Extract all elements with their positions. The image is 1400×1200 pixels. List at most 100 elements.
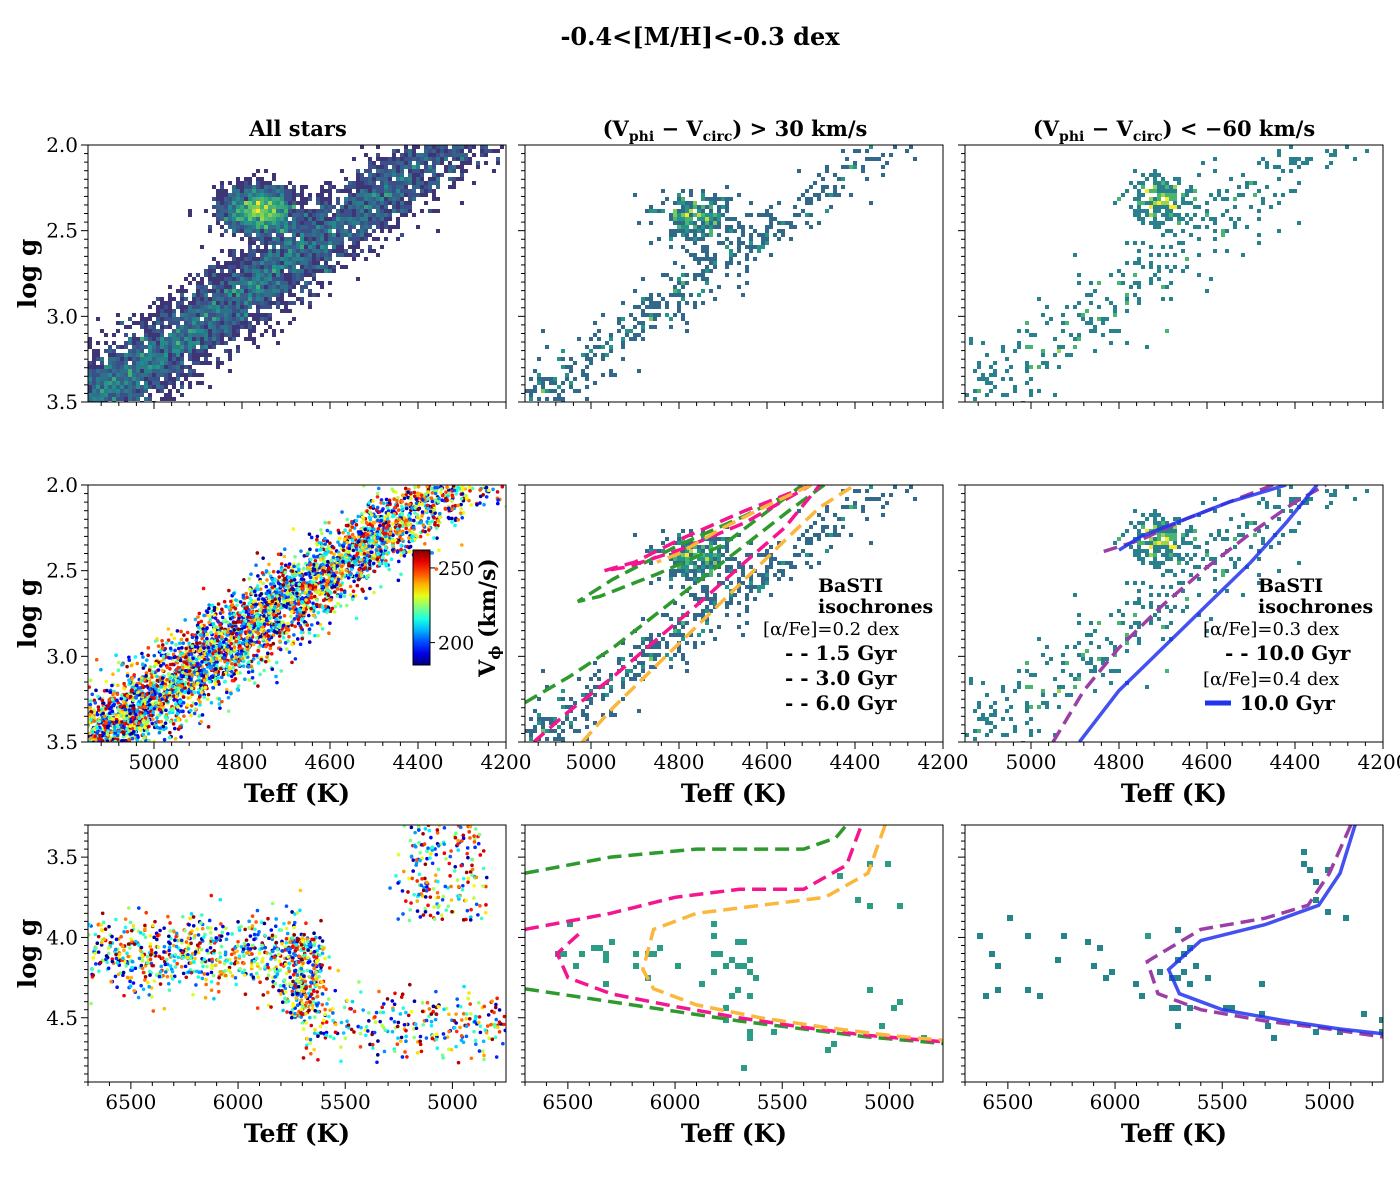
density-bin	[236, 297, 240, 301]
density-bin	[621, 301, 625, 305]
density-bin	[649, 293, 653, 297]
star-point	[222, 599, 227, 604]
star-point	[279, 669, 284, 673]
density-bin	[545, 397, 549, 401]
star-point	[65, 710, 69, 714]
density-bin	[328, 181, 332, 185]
density-bin	[593, 353, 597, 357]
density-bin	[989, 389, 993, 393]
density-bin	[472, 145, 476, 149]
density-bin	[256, 285, 260, 289]
density-bin	[184, 373, 188, 377]
density-bin	[1069, 353, 1073, 357]
density-bin	[224, 341, 228, 345]
density-bin	[248, 237, 252, 241]
density-bin	[460, 153, 464, 157]
star-point	[319, 528, 323, 532]
density-bin	[164, 357, 168, 361]
density-bin	[492, 149, 496, 153]
density-bin	[192, 313, 196, 317]
density-bin	[569, 381, 573, 385]
density-bin	[368, 161, 372, 165]
density-bin	[649, 209, 653, 213]
density-bin	[240, 305, 244, 309]
density-bin	[456, 153, 460, 157]
density-bin	[384, 161, 388, 165]
density-bin	[400, 201, 404, 205]
density-bin	[685, 321, 689, 325]
density-bin	[769, 205, 773, 209]
density-bin	[769, 217, 773, 221]
density-bin	[368, 201, 372, 205]
density-bin	[236, 301, 240, 305]
density-bin	[841, 185, 845, 189]
density-bin	[388, 173, 392, 177]
density-bin	[184, 341, 188, 345]
density-bin	[244, 337, 248, 341]
density-bin	[621, 317, 625, 321]
density-bin	[180, 393, 184, 397]
density-bin	[1165, 197, 1169, 201]
density-bin	[248, 257, 252, 261]
density-bin	[268, 189, 272, 193]
density-bin	[208, 329, 212, 333]
density-bin	[777, 221, 781, 225]
density-bin	[324, 249, 328, 253]
density-bin	[228, 285, 232, 289]
density-bin	[1225, 197, 1229, 201]
density-bin	[585, 373, 589, 377]
density-bin	[160, 301, 164, 305]
density-bin	[621, 337, 625, 341]
density-bin	[332, 245, 336, 249]
star-point	[299, 549, 303, 553]
density-bin	[1177, 217, 1181, 221]
density-bin	[869, 157, 873, 161]
density-bin	[284, 281, 288, 285]
density-bin	[144, 381, 148, 385]
star-point	[384, 497, 389, 502]
density-bin	[713, 225, 717, 229]
density-bin	[673, 285, 677, 289]
density-bin	[188, 373, 192, 377]
density-bin	[176, 365, 180, 369]
star-point	[360, 515, 365, 519]
density-bin	[264, 313, 268, 317]
density-bin	[272, 249, 276, 253]
density-bin	[769, 225, 773, 229]
density-bin	[304, 229, 308, 233]
density-bin	[220, 273, 224, 277]
density-bin	[160, 381, 164, 385]
density-bin	[1141, 173, 1145, 177]
density-bin	[144, 385, 148, 389]
density-bin	[1305, 157, 1309, 161]
density-bin	[232, 201, 236, 205]
density-bin	[116, 393, 120, 397]
plot-area-r0c0	[88, 145, 504, 402]
density-bin	[232, 265, 236, 269]
density-bin	[1329, 153, 1333, 157]
density-bin	[180, 297, 184, 301]
density-bin	[252, 217, 256, 221]
star-point	[109, 748, 113, 752]
density-bin	[96, 393, 100, 397]
density-bin	[320, 245, 324, 249]
density-bin	[108, 389, 112, 393]
density-bin	[356, 237, 360, 241]
density-bin	[573, 361, 577, 365]
density-bin	[224, 265, 228, 269]
density-bin	[256, 225, 260, 229]
density-bin	[565, 373, 569, 377]
density-bin	[1253, 193, 1257, 197]
density-bin	[336, 261, 340, 265]
density-bin	[320, 197, 324, 201]
density-bin	[116, 329, 120, 333]
density-bin	[685, 229, 689, 233]
star-point	[350, 543, 355, 548]
density-bin	[1153, 205, 1157, 209]
density-bin	[212, 337, 216, 341]
density-bin	[224, 329, 228, 333]
density-bin	[1045, 361, 1049, 365]
density-bin	[324, 241, 328, 245]
star-point	[313, 558, 318, 563]
density-bin	[276, 257, 280, 261]
